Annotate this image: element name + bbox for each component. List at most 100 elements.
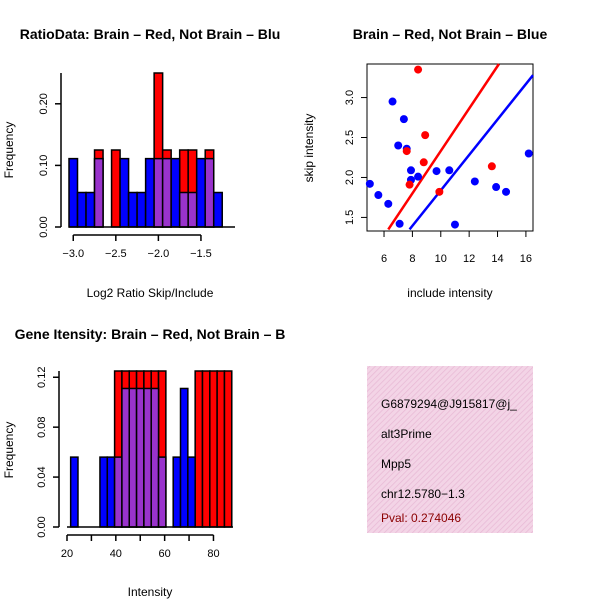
not-brain-point (365, 179, 374, 188)
ratio-histogram-xlabel: Log2 Ratio Skip/Include (87, 286, 214, 300)
not-brain-point (395, 219, 404, 228)
ratio-histogram-title: RatioData: Brain – Red, Not Brain – Blu (20, 26, 281, 42)
info-pvalue: Pval: 0.274046 (381, 511, 461, 525)
not-brain-point (502, 187, 511, 196)
intensity-not-brain-bar (121, 387, 130, 528)
not-brain-point (399, 115, 408, 124)
scatter-x-tick-label: 16 (520, 253, 532, 265)
intensity-not-brain-bar (187, 456, 196, 528)
intensity-y-tick-label: 0.12 (36, 367, 48, 388)
gene-intensity-ylabel: Frequency (2, 422, 16, 479)
not-brain-point (388, 97, 397, 106)
intensity-brain-bar (194, 370, 204, 528)
ratio-not-brain-bar (153, 157, 164, 228)
ratio-not-brain-bar (170, 157, 181, 228)
info-location: chr12.5780−1.3 (381, 487, 465, 501)
brain-point (487, 162, 496, 171)
ratio-x-tick-label: −1.5 (190, 248, 212, 260)
ratio-not-brain-bar (187, 191, 198, 228)
scatter-xlabel: include intensity (407, 286, 492, 300)
not-brain-point (394, 141, 403, 150)
ratio-not-brain-bar (119, 157, 130, 228)
scatter-plot-box (366, 63, 534, 232)
brain-point (419, 158, 428, 167)
brain-point (435, 187, 444, 196)
intensity-y-tick-label: 0.00 (36, 516, 48, 537)
ratio-brain-bar (110, 149, 121, 228)
ratio-not-brain-bar (161, 157, 172, 228)
ratio-x-tick-label: −2.0 (148, 248, 170, 260)
not-brain-point (450, 220, 459, 229)
not-brain-point (470, 177, 479, 186)
scatter-points (365, 65, 533, 229)
ratio-not-brain-bar (68, 157, 79, 228)
intensity-not-brain-bar (106, 456, 116, 528)
ratio-not-brain-bar (144, 157, 155, 228)
intensity-brain-bar (216, 370, 226, 528)
ratio-not-brain-bar (204, 157, 215, 228)
intensity-brain-bar (209, 370, 218, 528)
ratio-y-tick-label: 0.00 (38, 216, 50, 237)
intensity-not-brain-bar (172, 456, 182, 528)
intensity-not-brain-bar (150, 387, 160, 528)
ratio-x-tick-label: −3.0 (62, 248, 84, 260)
info-box-background (367, 366, 533, 533)
not-brain-fit-line (408, 74, 534, 231)
ratio-not-brain-bar (212, 191, 223, 228)
intensity-not-brain-bar (179, 387, 189, 528)
intensity-x-tick-label: 20 (61, 548, 73, 560)
scatter-y-tick-label: 2.0 (344, 170, 356, 185)
intensity-not-brain-bar (128, 387, 138, 528)
intensity-not-brain-bar (135, 387, 145, 528)
ratio-not-brain-bar (195, 157, 206, 228)
intensity-not-brain-bar (113, 456, 123, 528)
not-brain-point (492, 183, 501, 192)
gene-intensity-xlabel: Intensity (128, 585, 173, 599)
not-brain-point (414, 172, 423, 181)
scatter-x-tick-label: 8 (409, 253, 415, 265)
gene-intensity-bars (67, 370, 233, 528)
ratio-x-tick-label: −2.5 (105, 248, 127, 260)
not-brain-point (445, 166, 454, 175)
brain-point (402, 147, 411, 156)
not-brain-point (524, 149, 533, 158)
ratio-not-brain-bar (127, 191, 138, 228)
ratio-not-brain-bar (93, 157, 104, 228)
event-info-panel: G6879294@J915817@j_ alt3Prime Mpp5 chr12… (367, 366, 533, 533)
ratio-histogram-panel: RatioData: Brain – Red, Not Brain – Blu … (2, 26, 280, 300)
gene-intensity-title: Gene Itensity: Brain – Red, Not Brain – … (15, 326, 286, 342)
scatter-y-tick-label: 3.0 (344, 90, 356, 105)
scatter-y-tick-label: 1.5 (344, 210, 356, 225)
scatter-ylabel: skip intensity (302, 114, 316, 183)
intensity-not-brain-bar (69, 456, 79, 528)
brain-fit-line (387, 63, 500, 231)
ratio-not-brain-bar (136, 191, 147, 228)
intensity-scatter-panel: Brain – Red, Not Brain – Blue 6 8 10 12 14 16… (302, 26, 547, 300)
not-brain-point (384, 199, 393, 208)
gene-intensity-histogram-panel: Gene Itensity: Brain – Red, Not Brain – … (2, 326, 285, 599)
scatter-axes: 6 8 10 12 14 16 1.5 2.0 2.5 3.0 (344, 90, 532, 265)
ratio-y-tick-label: 0.20 (38, 93, 50, 114)
not-brain-point (432, 167, 441, 176)
intensity-not-brain-bar (157, 456, 167, 528)
scatter-y-tick-label: 2.5 (344, 130, 356, 145)
brain-point (421, 131, 430, 140)
intensity-not-brain-bar (99, 456, 109, 528)
intensity-x-tick-label: 80 (207, 548, 219, 560)
scatter-fit-lines (387, 63, 534, 231)
not-brain-point (406, 166, 415, 175)
scatter-x-tick-label: 14 (491, 253, 503, 265)
scatter-x-tick-label: 12 (463, 253, 475, 265)
intensity-not-brain-bar (143, 387, 152, 528)
intensity-y-tick-label: 0.04 (36, 466, 48, 487)
scatter-title: Brain – Red, Not Brain – Blue (353, 26, 548, 42)
info-event-id: G6879294@J915817@j_ (381, 397, 517, 411)
intensity-x-tick-label: 60 (159, 548, 171, 560)
not-brain-point (374, 191, 383, 200)
scatter-x-tick-label: 6 (381, 253, 387, 265)
gene-intensity-axes: 0.00 0.04 0.08 0.12 20 40 60 80 (36, 367, 220, 560)
info-gene-name: Mpp5 (381, 457, 411, 471)
intensity-brain-bar (201, 370, 211, 528)
brain-point (414, 65, 423, 74)
